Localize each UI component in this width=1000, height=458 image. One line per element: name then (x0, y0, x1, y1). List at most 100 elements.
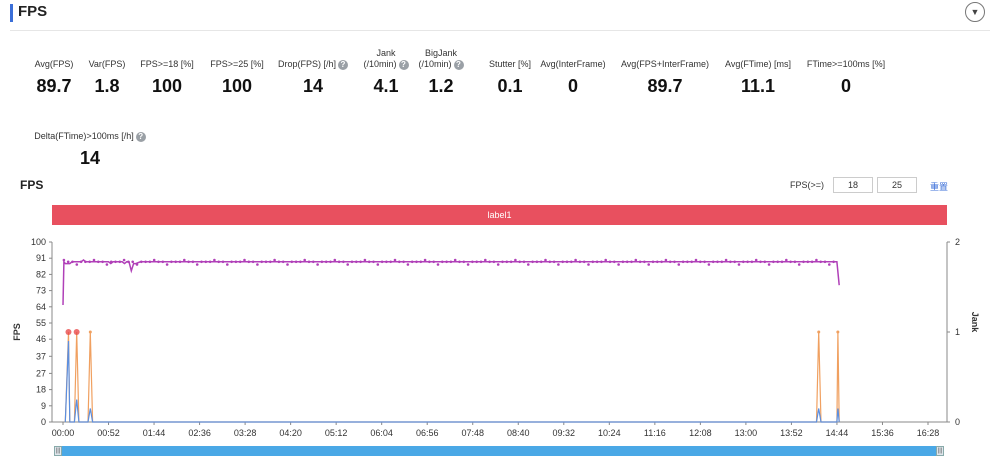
fps-point (531, 260, 534, 264)
fps-point (165, 263, 169, 266)
y-tick-label: 100 (31, 237, 46, 247)
metric-8: Avg(InterFrame) 0 (513, 48, 633, 97)
fps-point (496, 263, 500, 266)
fps-point (630, 260, 633, 264)
metric-value: 1.2 (428, 76, 454, 96)
scrollbar-left-handle[interactable]: ||| (54, 446, 62, 456)
fps-point (565, 260, 569, 264)
fps-point (303, 258, 307, 262)
bigjank-marker (817, 330, 821, 334)
chevron-down-icon[interactable]: ▼ (965, 2, 985, 22)
fps-point (574, 258, 577, 262)
fps-point (651, 260, 655, 264)
fps-point (406, 263, 410, 266)
fps-point (281, 260, 285, 264)
x-tick-label: 13:00 (735, 428, 758, 438)
header-divider (10, 30, 990, 31)
fps-point (445, 260, 448, 264)
fps-point (402, 260, 405, 264)
y-tick-label: 55 (36, 318, 46, 328)
fps-point (686, 260, 689, 264)
metric-label: Avg(FPS+InterFrame) (605, 59, 725, 70)
fps-point (664, 258, 668, 262)
metric-value: 89.7 (647, 76, 683, 96)
fps-point (471, 260, 474, 264)
metric-label-line: (/10min)? (326, 59, 446, 70)
scrollbar-right-handle[interactable]: ||| (936, 446, 944, 456)
metric-label-line: (/10min)? (381, 59, 501, 70)
fps-threshold-input-2[interactable] (877, 177, 917, 193)
x-tick-label: 14:44 (826, 428, 849, 438)
metric-3: FPS>=25 [%] 100 (177, 48, 297, 97)
metric-label-line: Delta(FTime)>100ms [/h]? (30, 131, 150, 142)
help-icon[interactable]: ? (453, 59, 464, 70)
fps-point (170, 260, 173, 264)
help-icon[interactable]: ? (338, 59, 348, 70)
fps-point (737, 263, 741, 266)
fps-point (815, 258, 818, 262)
fps-point (729, 260, 732, 264)
y-tick-label: 73 (36, 286, 46, 296)
fps-point (677, 263, 681, 266)
fps-point (393, 258, 397, 262)
series-line-1 (64, 331, 840, 423)
metric-value: 89.7 (36, 76, 72, 96)
y-tick-label: 0 (41, 417, 46, 427)
chart-title: FPS (20, 178, 44, 192)
x-tick-label: 00:00 (52, 428, 75, 438)
fps-point (419, 260, 423, 264)
fps-point (380, 260, 384, 264)
fps-chart: 0 9 18 27 37 46 55 64 73 82 91 100 0 1 2 00:00 00:52 01:4… (12, 237, 980, 438)
help-icon[interactable]: ? (135, 131, 146, 142)
x-tick-label: 06:56 (416, 428, 439, 438)
metric-label-line: Stutter [%] (488, 59, 532, 69)
fps-point (617, 263, 620, 266)
fps-threshold-input-1[interactable] (833, 177, 873, 193)
series-line-0 (62, 259, 840, 306)
help-icon[interactable]: ? (398, 59, 409, 70)
x-tick-label: 03:28 (234, 428, 257, 438)
fps-point (505, 260, 509, 264)
metric-value: 14 (79, 148, 101, 168)
fps-point (436, 263, 440, 266)
metric-label: FPS>=18 [%] (107, 59, 227, 70)
fps-point (127, 260, 130, 264)
metric-label: Var(FPS) (47, 59, 167, 70)
fps-point (140, 260, 143, 264)
fps-point (187, 260, 190, 264)
fps-point (772, 260, 775, 264)
x-tick-label: 07:48 (461, 428, 484, 438)
fps-point (152, 258, 156, 262)
zoom-scrollbar[interactable]: ||| ||| (54, 446, 944, 456)
fps-point (195, 263, 199, 266)
fps-point (135, 263, 139, 266)
fps-point (234, 260, 238, 264)
fps-point (415, 260, 418, 264)
fps-point (62, 258, 66, 262)
fps-point (398, 260, 401, 264)
metric-label-line: Avg(InterFrame) (540, 59, 606, 69)
metric-value: 0.1 (497, 76, 523, 96)
fps-point (204, 260, 208, 264)
metric-label-line: Jank (376, 48, 396, 58)
fps-point (595, 260, 599, 264)
label-bar[interactable]: label1 (52, 205, 947, 225)
metric-label: Avg(InterFrame) (513, 59, 633, 70)
metric-9: Avg(FPS+InterFrame) 89.7 (605, 48, 725, 97)
fps-point (217, 260, 220, 264)
fps-point (208, 260, 212, 264)
fps-point (367, 260, 371, 264)
fps-point (634, 258, 638, 262)
fps-point (363, 258, 367, 262)
fps-point (342, 260, 345, 264)
y2-tick-label: 2 (955, 237, 960, 247)
fps-point (453, 258, 457, 262)
fps-point (789, 260, 792, 264)
fps-point (613, 260, 616, 264)
fps-point (587, 263, 590, 266)
y2-tick-label: 1 (955, 327, 960, 337)
y-tick-label: 27 (36, 368, 46, 378)
x-tick-label: 08:40 (507, 428, 530, 438)
series-line-2 (64, 340, 840, 423)
reset-link[interactable]: 重置 (930, 182, 949, 192)
